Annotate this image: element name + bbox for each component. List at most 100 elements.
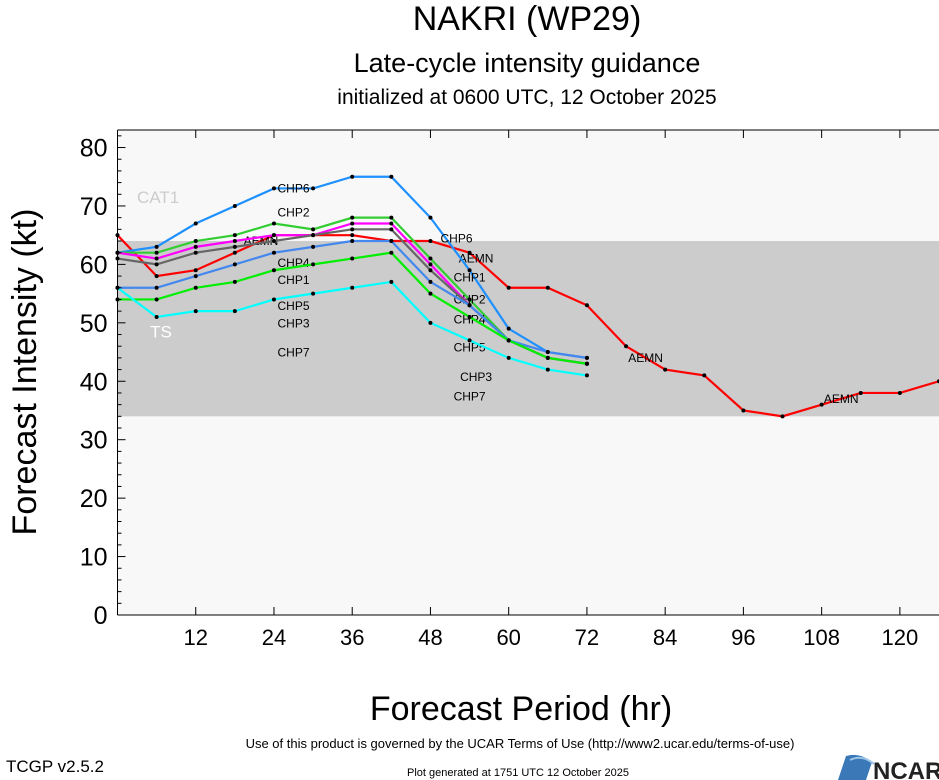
series-label: CHP7 [278,346,310,360]
data-point [897,390,902,395]
y-tick-label: 60 [80,251,108,279]
data-point [428,268,433,273]
data-point [154,256,159,261]
chart-title: NAKRI (WP29) [413,0,642,38]
data-point [506,326,511,331]
series-label: AEMN [459,252,494,266]
data-point [154,250,159,255]
data-point [193,309,198,314]
data-point [428,320,433,325]
data-point [467,268,472,273]
data-point [350,239,355,244]
data-point [389,174,394,179]
y-tick-label: 80 [80,135,108,163]
data-point [154,262,159,267]
data-point [193,239,198,244]
data-point [350,256,355,261]
data-point [350,233,355,238]
data-point [467,314,472,319]
data-point [232,203,237,208]
x-axis-label: Forecast Period (hr) [370,690,672,728]
chart-subtitle: Late-cycle intensity guidance [354,48,701,78]
series-label: CHP2 [278,205,310,219]
terms-of-use: Use of this product is governed by the U… [246,736,795,751]
data-point [154,314,159,319]
data-point [506,355,511,360]
data-point [858,390,863,395]
y-tick-label: 50 [80,310,108,338]
data-point [232,233,237,238]
data-point [232,309,237,314]
data-point [193,274,198,279]
series-label: CHP1 [454,270,486,284]
data-point [545,350,550,355]
x-tick-label: 12 [183,625,207,650]
data-point [545,285,550,290]
x-tick-label: 36 [340,625,364,650]
x-tick-label: 96 [731,625,755,650]
generated-timestamp: Plot generated at 1751 UTC 12 October 20… [407,767,629,779]
data-point [389,239,394,244]
data-point [467,297,472,302]
data-point [624,344,629,349]
x-tick-label: 24 [262,625,286,650]
series-label: CHP7 [454,389,486,403]
data-point [584,361,589,366]
data-point [467,250,472,255]
band-ts [117,241,939,417]
y-tick-label: 70 [80,193,108,221]
x-tick-label: 84 [653,625,677,650]
version-label: TCGP v2.5.2 [6,757,104,776]
x-tick-label: 48 [418,625,442,650]
data-point [311,227,316,232]
series-label: CHP6 [441,232,473,246]
data-point [428,262,433,267]
data-point [232,244,237,249]
data-point [819,402,824,407]
series-label: CHP1 [278,273,310,287]
data-point [584,355,589,360]
x-tick-label: 108 [803,625,840,650]
data-point [311,262,316,267]
data-point [311,186,316,191]
y-tick-label: 30 [80,427,108,455]
data-point [193,268,198,273]
data-point [232,262,237,267]
data-point [311,244,316,249]
data-point [506,338,511,343]
series-label: AEMN [628,351,663,365]
data-point [389,215,394,220]
data-point [311,291,316,296]
data-point [271,268,276,273]
data-point [389,279,394,284]
data-point [350,227,355,232]
data-point [389,227,394,232]
data-point [428,256,433,261]
plot-area: CAT1TSAEMNAEMNAEMNAEMNCHP6CHP6CHP2CHP2CH… [80,129,939,650]
y-tick-label: 20 [80,485,108,513]
data-point [584,373,589,378]
data-point [232,239,237,244]
data-point [350,215,355,220]
ncar-logo: NCAR [838,754,939,780]
data-point [663,367,668,372]
series-chp6: CHP6 CHP6 [115,174,589,360]
data-point [741,408,746,413]
data-point [193,250,198,255]
series-chp1: CHP1 CHP1 [115,227,511,343]
data-point [271,239,276,244]
y-tick-label: 10 [80,544,108,572]
series-chp3: CHP3 CHP3 [115,250,589,384]
data-point [271,186,276,191]
data-point [193,285,198,290]
series-label: CHP3 [460,370,492,384]
data-point [271,297,276,302]
series-label: CHP3 [278,316,310,330]
data-point [271,250,276,255]
data-point [428,239,433,244]
data-point [154,297,159,302]
data-point [311,233,316,238]
data-point [702,373,707,378]
data-point [193,221,198,226]
data-point [389,221,394,226]
